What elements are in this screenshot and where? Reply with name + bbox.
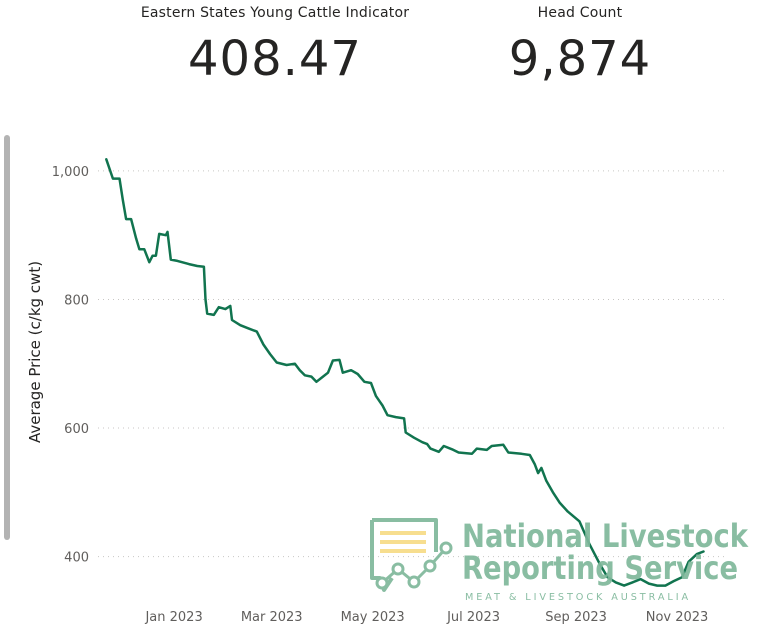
y-axis: 1,000 800 600 400 xyxy=(52,165,89,566)
y-axis-label: Average Price (c/kg cwt) xyxy=(26,261,44,443)
x-axis: Jan 2023 Mar 2023 May 2023 Jul 2023 Sep 2023… xyxy=(144,610,708,625)
y-tick-label: 400 xyxy=(64,551,89,566)
gridlines xyxy=(98,170,725,558)
kpi-card-head-count: Head Count 9,874 xyxy=(450,0,710,87)
x-tick-label: Jul 2023 xyxy=(446,610,500,625)
x-tick-label: Jan 2023 xyxy=(144,610,202,625)
x-tick-label: Nov 2023 xyxy=(646,610,709,625)
kpi-value: 9,874 xyxy=(508,31,652,87)
y-tick-label: 600 xyxy=(64,422,89,437)
vertical-scrollbar[interactable] xyxy=(4,135,10,540)
price-series-line xyxy=(105,158,705,587)
logo-icon xyxy=(370,518,453,592)
y-tick-label: 800 xyxy=(64,293,89,308)
series xyxy=(105,158,705,587)
logo-line-2: Reporting Service xyxy=(462,549,738,587)
logo-tagline: MEAT & LIVESTOCK AUSTRALIA xyxy=(465,592,691,603)
kpi-value: 408.47 xyxy=(188,31,362,87)
x-tick-label: Mar 2023 xyxy=(241,610,303,625)
kpi-card-indicator: Eastern States Young Cattle Indicator 40… xyxy=(100,0,450,87)
nlrs-logo: National Livestock Reporting Service MEA… xyxy=(370,517,749,603)
x-tick-label: Sep 2023 xyxy=(545,610,607,625)
kpi-label: Eastern States Young Cattle Indicator xyxy=(140,5,410,21)
y-tick-label: 1,000 xyxy=(52,165,89,180)
x-tick-label: May 2023 xyxy=(341,610,405,625)
logo-line-1: National Livestock xyxy=(462,517,749,555)
kpi-label: Head Count xyxy=(537,5,623,21)
